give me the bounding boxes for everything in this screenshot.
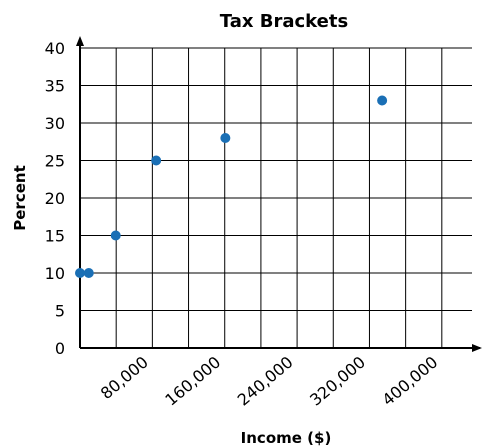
y-tick-label: 40 xyxy=(45,39,65,58)
grid xyxy=(80,47,472,348)
x-tick-label: 160,000 xyxy=(161,353,224,410)
axes xyxy=(76,36,482,352)
x-tick-label: 240,000 xyxy=(234,353,297,410)
x-tick-label: 320,000 xyxy=(306,353,369,410)
y-tick-label: 25 xyxy=(45,152,65,171)
y-tick-labels: 0 5 10 15 20 25 30 35 40 xyxy=(45,39,65,358)
x-axis-arrow xyxy=(472,344,482,352)
data-point xyxy=(220,133,231,143)
y-tick-label: 0 xyxy=(55,339,65,358)
data-points xyxy=(75,95,388,278)
y-tick-label: 5 xyxy=(55,302,65,321)
data-point xyxy=(110,230,121,241)
x-tick-label: 80,000 xyxy=(97,353,152,404)
x-axis-label: Income ($) xyxy=(241,429,332,447)
y-tick-label: 20 xyxy=(45,189,65,208)
y-tick-label: 35 xyxy=(45,77,65,96)
x-tick-label: 400,000 xyxy=(378,353,441,410)
data-point xyxy=(83,268,94,278)
y-tick-label: 10 xyxy=(45,264,65,283)
data-point xyxy=(377,95,388,106)
y-tick-label: 30 xyxy=(45,114,65,133)
data-point xyxy=(75,268,85,278)
data-point xyxy=(151,155,162,166)
y-axis-arrow xyxy=(76,36,84,46)
chart-title: Tax Brackets xyxy=(220,11,348,32)
x-tick-labels: 80,000 160,000 240,000 320,000 400,000 xyxy=(97,353,442,410)
y-tick-label: 15 xyxy=(45,227,65,246)
y-axis-label: Percent xyxy=(11,165,29,230)
